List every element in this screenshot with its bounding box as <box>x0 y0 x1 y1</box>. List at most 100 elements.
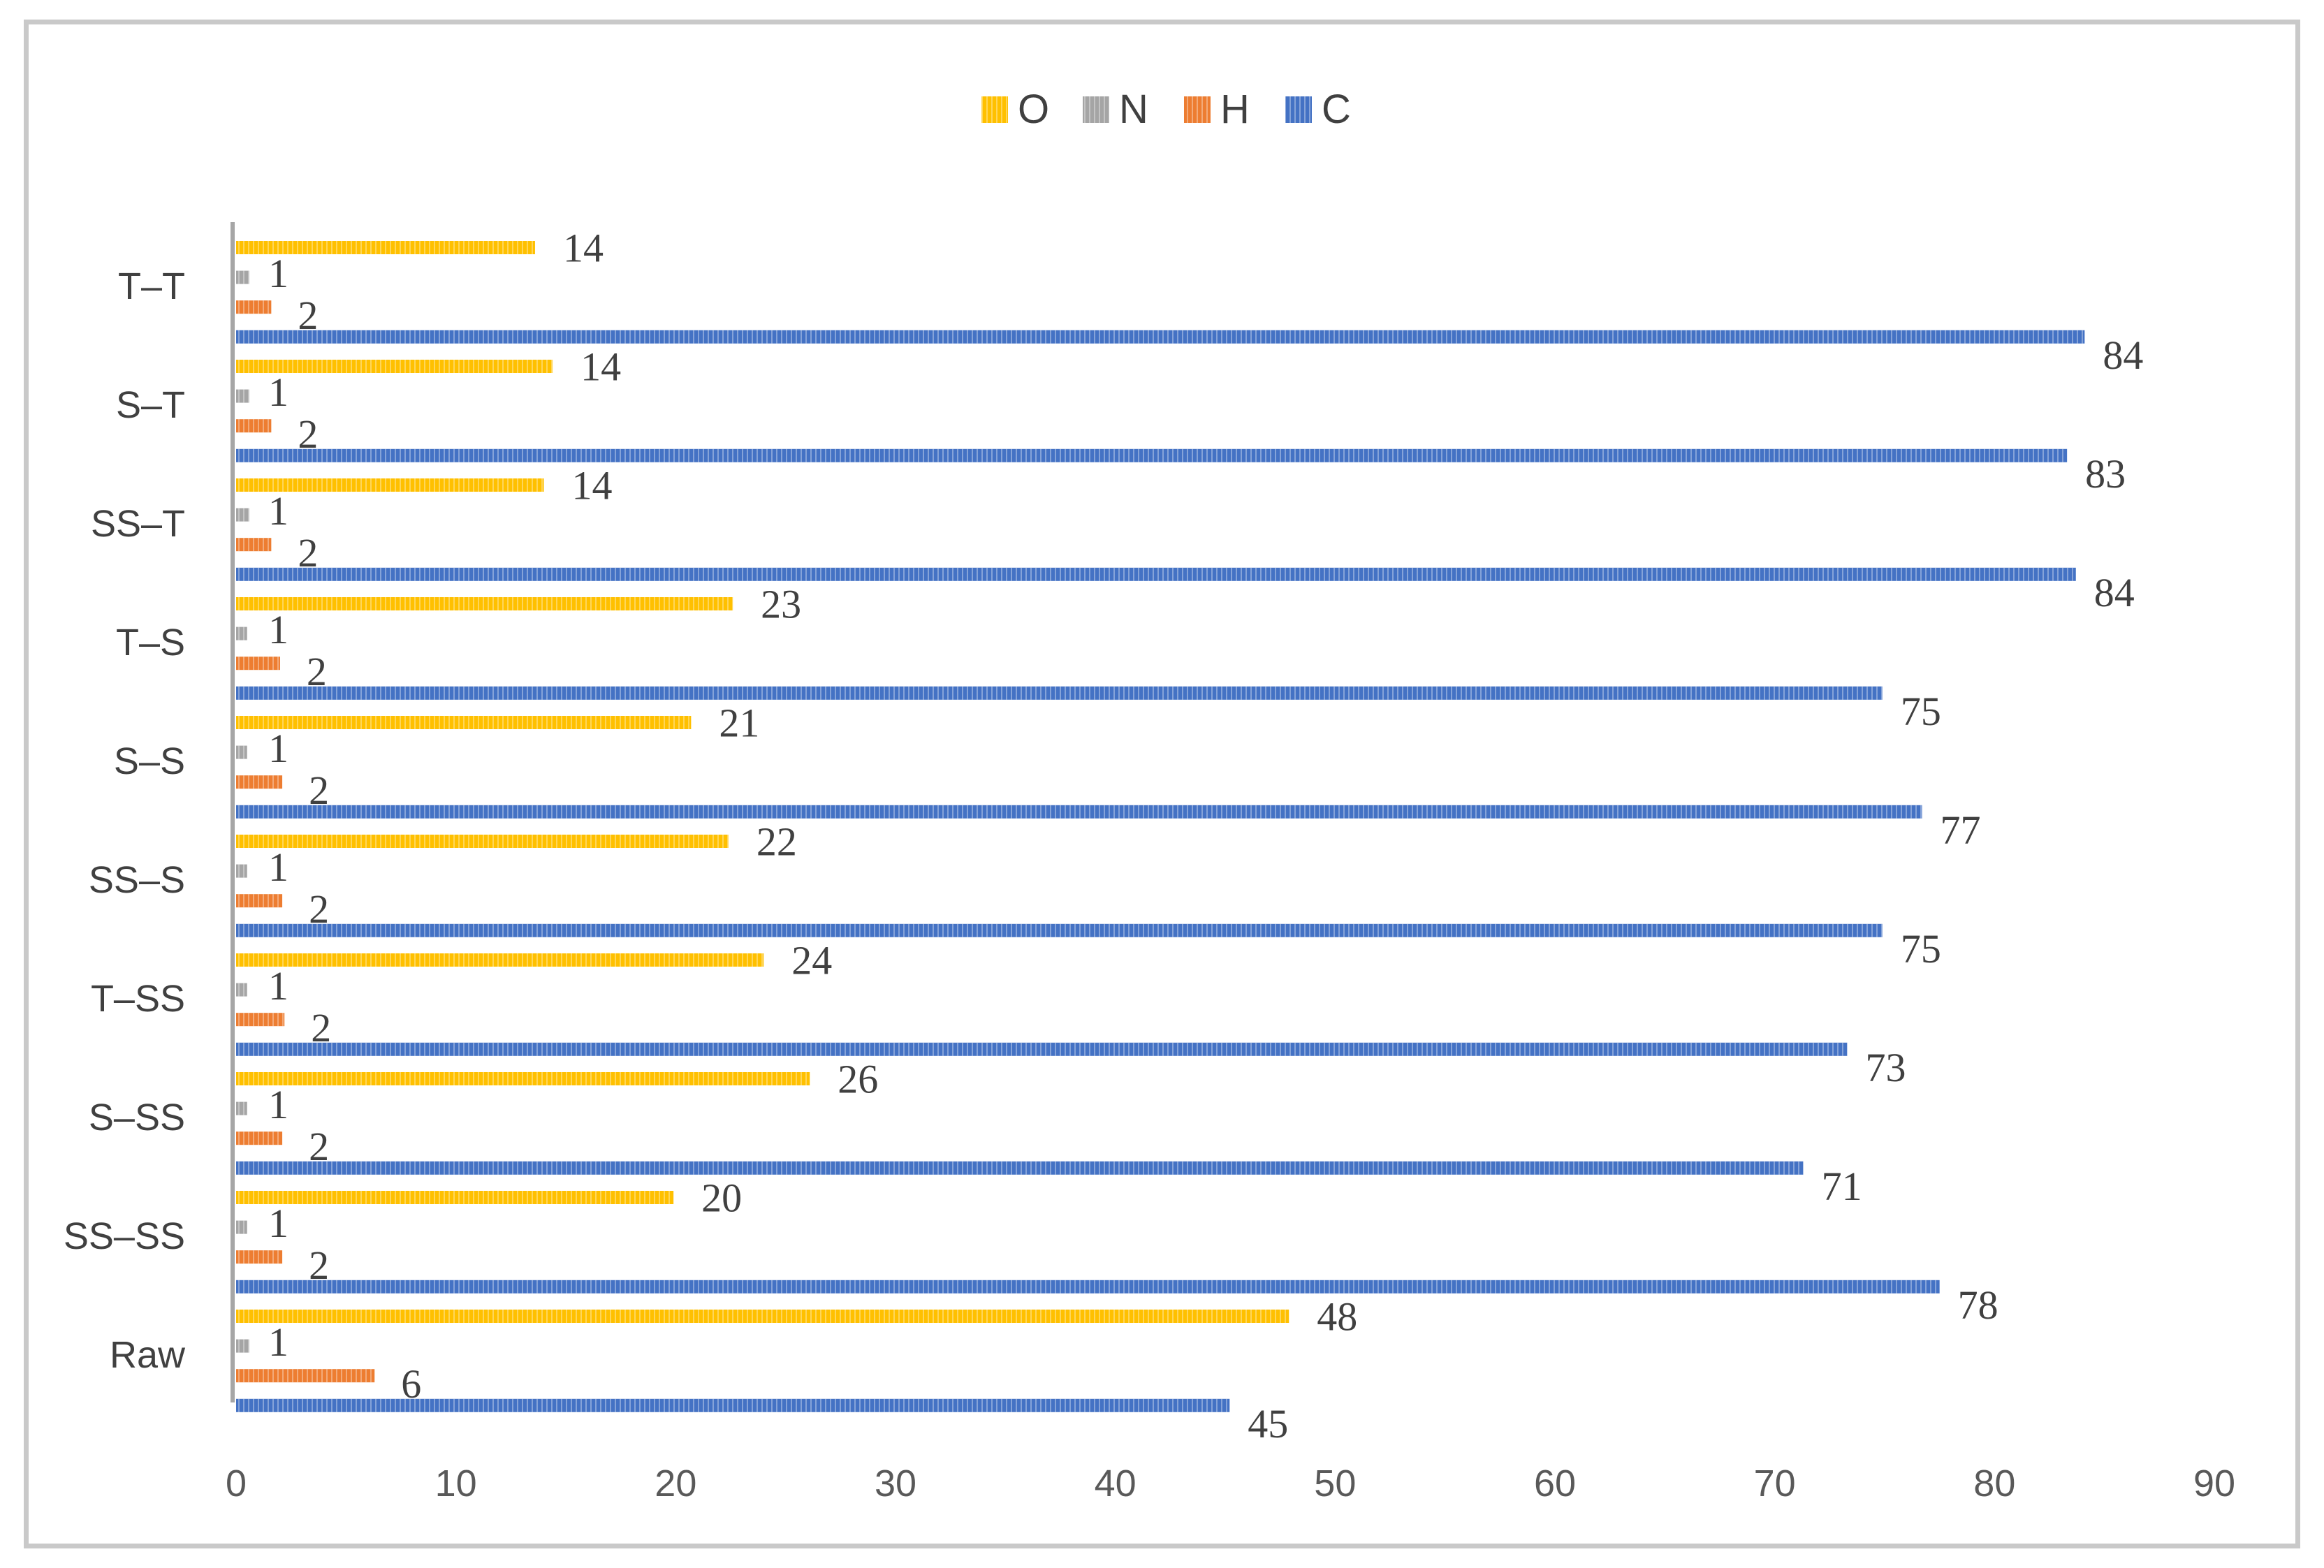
bar-texture-n-t-s <box>236 627 247 640</box>
bar-texture-o-t-s <box>236 597 733 610</box>
x-tick-label-0: 0 <box>226 1463 247 1504</box>
legend-swatch-texture-h <box>1184 96 1211 123</box>
data-label-n-ss-s: 1 <box>268 844 288 890</box>
data-label-o-raw: 48 <box>1317 1294 1357 1340</box>
data-label-o-t-t: 14 <box>563 226 604 271</box>
x-tick-label-60: 60 <box>1534 1463 1576 1504</box>
chart-frame <box>24 20 2300 1548</box>
bar-texture-o-s-ss <box>236 1072 810 1085</box>
bar-texture-n-s-t <box>236 389 249 403</box>
category-label-s-ss: S–SS <box>89 1097 185 1138</box>
data-label-n-raw: 1 <box>268 1319 288 1365</box>
x-tick-label-40: 40 <box>1095 1463 1137 1504</box>
data-label-n-s-s: 1 <box>268 726 288 771</box>
category-label-t-s: T–S <box>116 622 185 664</box>
bar-texture-o-ss-ss <box>236 1191 674 1204</box>
bar-texture-o-ss-t <box>236 478 544 492</box>
bar-texture-c-raw <box>236 1398 1230 1412</box>
data-label-n-ss-t: 1 <box>268 488 288 534</box>
category-label-s-t: S–T <box>116 384 185 426</box>
data-label-c-ss-t: 84 <box>2094 570 2135 615</box>
category-axis: Raw SS–SS S–SS T–SS SS–S S–S T–S SS–T S–T T–T <box>64 265 186 1376</box>
data-label-o-t-s: 23 <box>761 582 801 627</box>
bar-texture-h-t-t <box>236 300 272 314</box>
value-axis: 0 10 20 30 40 50 60 70 80 90 <box>226 1463 2235 1504</box>
data-label-o-s-s: 21 <box>719 701 759 746</box>
data-label-n-ss-ss: 1 <box>268 1201 288 1246</box>
bar-texture-h-t-ss <box>236 1013 285 1027</box>
x-tick-label-30: 30 <box>875 1463 916 1504</box>
legend-label-c: C <box>1322 87 1351 132</box>
data-label-c-t-t: 84 <box>2103 332 2143 378</box>
data-label-o-s-ss: 26 <box>838 1057 878 1102</box>
x-tick-label-80: 80 <box>1973 1463 2015 1504</box>
bar-texture-n-s-s <box>236 745 247 759</box>
bar-texture-h-s-t <box>236 419 272 433</box>
bar-texture-h-s-s <box>236 775 283 789</box>
bar-texture-h-raw <box>236 1369 375 1383</box>
data-label-c-raw: 45 <box>1248 1401 1288 1446</box>
data-label-o-ss-ss: 20 <box>701 1175 742 1221</box>
category-label-s-s: S–S <box>114 740 185 782</box>
bar-texture-c-s-t <box>236 448 2068 462</box>
x-tick-label-50: 50 <box>1314 1463 1356 1504</box>
category-label-ss-ss: SS–SS <box>64 1215 185 1257</box>
bar-texture-n-ss-ss <box>236 1220 247 1234</box>
bar-texture-o-t-ss <box>236 953 764 967</box>
legend-label-n: N <box>1119 87 1148 132</box>
bar-texture-o-raw <box>236 1310 1289 1323</box>
category-label-t-t: T–T <box>118 265 185 307</box>
bar-texture-c-t-s <box>236 686 1883 700</box>
legend-swatch-texture-n <box>1083 96 1109 123</box>
data-label-o-ss-t: 14 <box>572 463 613 508</box>
plot-area: 4816452012782612712412732212752112772312… <box>231 222 2143 1446</box>
data-label-c-t-s: 75 <box>1901 689 1941 734</box>
data-label-c-s-ss: 71 <box>1822 1164 1862 1209</box>
legend-swatch-texture-c <box>1285 96 1312 123</box>
legend-swatch-texture-o <box>981 96 1008 123</box>
data-label-c-ss-s: 75 <box>1901 926 1941 972</box>
bar-texture-o-ss-s <box>236 835 729 848</box>
data-label-o-s-t: 14 <box>580 344 621 390</box>
bar-texture-c-t-t <box>236 330 2085 344</box>
bar-texture-o-s-t <box>236 360 553 373</box>
bar-texture-n-t-t <box>236 270 249 284</box>
legend-label-o: O <box>1018 87 1049 132</box>
data-label-n-s-t: 1 <box>268 369 288 415</box>
data-label-c-s-t: 83 <box>2085 451 2126 497</box>
legend-label-h: H <box>1220 87 1250 132</box>
category-label-ss-t: SS–T <box>91 503 185 545</box>
data-label-n-t-ss: 1 <box>268 963 288 1009</box>
bar-texture-n-s-ss <box>236 1101 247 1115</box>
bar-texture-n-raw <box>236 1339 249 1353</box>
bar-texture-c-s-ss <box>236 1161 1804 1175</box>
bar-texture-c-ss-s <box>236 923 1883 937</box>
category-label-t-ss: T–SS <box>91 978 185 1020</box>
x-tick-label-10: 10 <box>435 1463 477 1504</box>
category-label-ss-s: SS–S <box>89 859 185 901</box>
bar-texture-h-ss-ss <box>236 1250 283 1264</box>
bar-texture-c-s-s <box>236 805 1922 819</box>
data-label-n-t-t: 1 <box>268 251 288 296</box>
bar-texture-c-ss-t <box>236 567 2076 581</box>
data-label-o-ss-s: 22 <box>757 819 797 865</box>
bar-texture-o-s-s <box>236 716 692 729</box>
data-label-o-t-ss: 24 <box>791 938 832 983</box>
bar-texture-h-ss-s <box>236 894 283 908</box>
bar-texture-n-ss-s <box>236 864 247 878</box>
bar-texture-h-s-ss <box>236 1131 283 1145</box>
x-tick-label-90: 90 <box>2193 1463 2235 1504</box>
bar-texture-n-ss-t <box>236 508 249 522</box>
data-label-c-t-ss: 73 <box>1866 1045 1906 1090</box>
data-label-c-s-s: 77 <box>1940 807 1980 853</box>
x-tick-label-20: 20 <box>655 1463 696 1504</box>
data-label-n-t-s: 1 <box>268 607 288 652</box>
data-label-c-ss-ss: 78 <box>1958 1282 1998 1328</box>
bar-texture-n-t-ss <box>236 983 247 997</box>
bar-texture-o-t-t <box>236 241 535 254</box>
bar-texture-c-ss-ss <box>236 1280 1940 1294</box>
x-tick-label-70: 70 <box>1754 1463 1796 1504</box>
data-label-n-s-ss: 1 <box>268 1082 288 1127</box>
